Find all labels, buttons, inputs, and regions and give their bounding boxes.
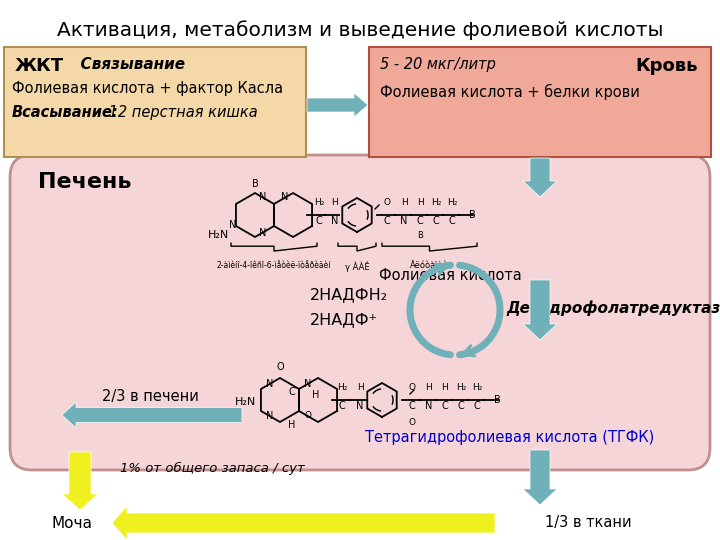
Text: Печень: Печень bbox=[38, 172, 132, 192]
Text: H₂: H₂ bbox=[472, 383, 482, 392]
Text: C: C bbox=[338, 401, 346, 411]
Text: Активация, метаболизм и выведение фолиевой кислоты: Активация, метаболизм и выведение фолиев… bbox=[57, 20, 663, 39]
Text: C: C bbox=[433, 216, 439, 226]
Text: C: C bbox=[409, 401, 415, 411]
Text: H: H bbox=[417, 198, 423, 207]
Text: C: C bbox=[441, 401, 449, 411]
Text: H₂: H₂ bbox=[337, 383, 347, 392]
FancyArrow shape bbox=[112, 506, 495, 540]
FancyBboxPatch shape bbox=[369, 47, 711, 157]
Text: Фолиевая кислота + белки крови: Фолиевая кислота + белки крови bbox=[380, 84, 640, 100]
Text: Кровь: Кровь bbox=[636, 57, 698, 75]
Text: Связывание: Связывание bbox=[70, 57, 185, 72]
Text: ЖКТ: ЖКТ bbox=[15, 57, 64, 75]
Text: N: N bbox=[305, 379, 312, 389]
FancyArrow shape bbox=[523, 280, 557, 340]
Text: C: C bbox=[474, 401, 480, 411]
Text: Моча: Моча bbox=[52, 516, 92, 530]
Text: H: H bbox=[288, 420, 296, 430]
Text: O: O bbox=[305, 411, 312, 421]
Text: N: N bbox=[259, 192, 266, 202]
FancyBboxPatch shape bbox=[10, 155, 710, 470]
Text: H₂N: H₂N bbox=[208, 230, 229, 240]
Text: H₂N: H₂N bbox=[235, 397, 256, 407]
Text: C: C bbox=[315, 216, 323, 226]
Text: N: N bbox=[356, 401, 364, 411]
FancyArrow shape bbox=[62, 402, 242, 428]
Text: N: N bbox=[426, 401, 433, 411]
Text: 2НАДФН₂: 2НАДФН₂ bbox=[310, 287, 388, 302]
FancyArrow shape bbox=[523, 158, 557, 197]
Text: N: N bbox=[400, 216, 408, 226]
Text: H: H bbox=[400, 198, 408, 207]
Text: O: O bbox=[408, 418, 415, 427]
Text: B: B bbox=[251, 179, 258, 189]
Text: N: N bbox=[331, 216, 338, 226]
Text: O: O bbox=[384, 198, 390, 207]
Text: C: C bbox=[384, 216, 390, 226]
Text: B: B bbox=[417, 231, 423, 240]
Text: B: B bbox=[469, 210, 476, 220]
Text: H: H bbox=[441, 383, 449, 392]
Text: 5 - 20 мкг/литр: 5 - 20 мкг/литр bbox=[380, 57, 496, 72]
Text: N: N bbox=[266, 379, 274, 389]
Text: 1/3 в ткани: 1/3 в ткани bbox=[545, 516, 631, 530]
Text: Фолиевая кислота: Фолиевая кислота bbox=[379, 268, 521, 283]
Text: Ãëóòàìàò: Ãëóòàìàò bbox=[410, 261, 449, 270]
Text: C: C bbox=[289, 387, 295, 397]
Text: H₂: H₂ bbox=[431, 198, 441, 207]
Text: γ ÀÀÊ: γ ÀÀÊ bbox=[345, 261, 369, 272]
Text: N: N bbox=[266, 411, 274, 421]
Text: N: N bbox=[282, 192, 289, 202]
Text: Фолиевая кислота + фактор Касла: Фолиевая кислота + фактор Касла bbox=[12, 81, 283, 96]
Text: 2НАДФ⁺: 2НАДФ⁺ bbox=[310, 313, 378, 327]
Text: N: N bbox=[229, 220, 237, 230]
Text: C: C bbox=[417, 216, 423, 226]
Text: H: H bbox=[312, 390, 320, 400]
FancyBboxPatch shape bbox=[4, 47, 306, 157]
FancyArrow shape bbox=[307, 93, 368, 117]
FancyArrow shape bbox=[62, 452, 98, 510]
Text: Всасывание:: Всасывание: bbox=[12, 105, 119, 120]
Text: 2/3 в печени: 2/3 в печени bbox=[102, 389, 199, 404]
Text: C: C bbox=[458, 401, 464, 411]
Text: 12 перстная кишка: 12 перстная кишка bbox=[104, 105, 258, 120]
Text: Тетрагидрофолиевая кислота (ТГФК): Тетрагидрофолиевая кислота (ТГФК) bbox=[365, 430, 654, 445]
Text: H₂: H₂ bbox=[314, 198, 324, 207]
Text: O: O bbox=[408, 383, 415, 392]
Text: H: H bbox=[356, 383, 364, 392]
Text: O: O bbox=[276, 362, 284, 372]
Text: C: C bbox=[449, 216, 455, 226]
Text: 2-àìèíî-4-îêñî-6-ìåòèë-ïòåðèäèí: 2-àìèíî-4-îêñî-6-ìåòèë-ïòåðèäèí bbox=[217, 261, 331, 270]
Text: H₂: H₂ bbox=[447, 198, 457, 207]
Text: H₂: H₂ bbox=[456, 383, 466, 392]
Text: H: H bbox=[332, 198, 338, 207]
Text: N: N bbox=[259, 228, 266, 238]
Text: Дегидрофолатредуктаза: Дегидрофолатредуктаза bbox=[506, 300, 720, 316]
FancyArrow shape bbox=[523, 450, 557, 505]
Text: 1% от общего запаса / сут: 1% от общего запаса / сут bbox=[120, 462, 305, 475]
Text: H: H bbox=[426, 383, 433, 392]
Text: B: B bbox=[494, 395, 500, 405]
